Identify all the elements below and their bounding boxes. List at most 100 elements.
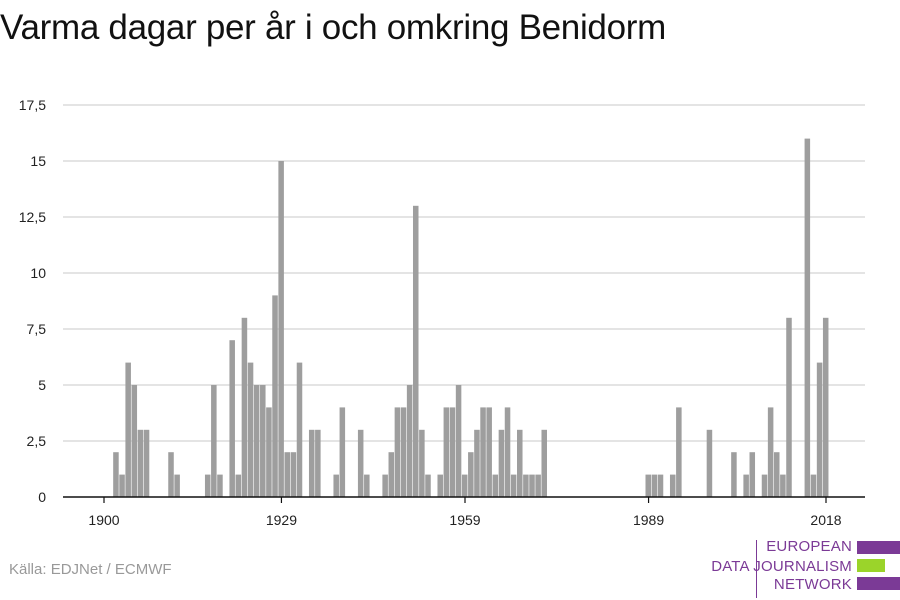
bar — [504, 407, 511, 497]
x-tick-label: 1989 — [633, 512, 664, 528]
bar — [412, 205, 419, 498]
bar — [529, 474, 535, 497]
bar — [786, 317, 792, 497]
bar — [364, 474, 370, 497]
logo-divider — [756, 540, 757, 598]
bar — [217, 474, 223, 497]
bar — [388, 452, 395, 497]
bar — [669, 474, 676, 497]
bar — [822, 317, 829, 497]
logo-bar-purple-top — [857, 541, 900, 554]
bar — [131, 385, 138, 497]
bar — [229, 340, 235, 497]
bar — [278, 161, 284, 497]
bar — [443, 407, 450, 497]
bar — [761, 474, 768, 497]
bar — [486, 407, 492, 497]
x-tick-label: 1900 — [88, 512, 119, 528]
bar — [816, 362, 823, 497]
bar — [468, 452, 474, 497]
bar — [266, 407, 272, 497]
bar — [394, 407, 401, 497]
y-tick-label: 17,5 — [19, 97, 46, 113]
bar — [492, 474, 499, 497]
bar — [461, 474, 468, 497]
bar — [743, 474, 749, 497]
bar — [419, 429, 425, 497]
bar — [480, 407, 486, 497]
axes: 0 2,5 5 7,5 10 12,5 15 17,5 1900 1929 1959 1989 2018 — [19, 97, 865, 528]
x-tick-label: 1959 — [449, 512, 480, 528]
logo-bar-purple-bottom — [857, 577, 900, 590]
bar — [455, 385, 462, 497]
chart-title: Varma dagar per år i och omkring Benidor… — [0, 8, 666, 47]
bar — [168, 452, 174, 497]
bar — [382, 474, 388, 497]
bar — [651, 474, 658, 497]
bar — [773, 452, 780, 497]
bar — [517, 429, 523, 497]
bar — [767, 407, 774, 497]
bar — [315, 429, 321, 497]
bar — [449, 407, 456, 497]
bar — [113, 452, 119, 497]
source-label: Källa: EDJNet / ECMWF — [9, 561, 172, 578]
x-tick-label: 2018 — [810, 512, 841, 528]
bar — [804, 138, 811, 497]
logo-line-3: NETWORK — [773, 576, 852, 593]
bar — [510, 474, 517, 497]
bar — [749, 452, 756, 497]
edjnet-logo[interactable]: EUROPEAN DATA JOURNALISM NETWORK — [700, 538, 900, 598]
logo-line-1: EUROPEAN — [766, 538, 852, 555]
bar — [437, 474, 443, 497]
bar — [253, 385, 260, 497]
bar — [241, 317, 248, 497]
bar — [290, 452, 297, 497]
bar — [125, 362, 131, 497]
bar — [810, 474, 817, 497]
bar — [174, 474, 180, 497]
bar — [211, 385, 217, 497]
bar — [474, 429, 480, 497]
bar — [400, 407, 407, 497]
y-tick-label: 0 — [38, 489, 46, 505]
bars — [113, 138, 829, 498]
bar — [780, 474, 786, 497]
bar — [296, 362, 303, 497]
bar — [406, 385, 413, 497]
bar — [333, 474, 339, 497]
bar — [425, 474, 431, 497]
bar — [498, 429, 505, 497]
bar — [676, 407, 682, 497]
y-tick-label: 12,5 — [19, 209, 46, 225]
y-tick-label: 10 — [30, 265, 46, 281]
bar — [535, 474, 541, 497]
bar — [706, 429, 713, 497]
logo-bar-green — [857, 559, 885, 572]
bar — [284, 452, 291, 497]
bar — [657, 474, 664, 497]
bar — [339, 407, 346, 497]
bar — [523, 474, 529, 497]
bar — [137, 429, 144, 497]
y-tick-label: 5 — [38, 377, 46, 393]
grid-lines — [63, 104, 865, 442]
y-tick-label: 15 — [30, 153, 46, 169]
bar — [272, 295, 278, 497]
bar — [645, 474, 652, 497]
bar — [541, 429, 548, 497]
bar — [247, 362, 254, 497]
bar — [235, 474, 242, 497]
bar — [731, 452, 737, 497]
bar — [260, 385, 266, 497]
y-tick-label: 7,5 — [27, 321, 47, 337]
logo-line-2: DATA JOURNALISM — [711, 558, 852, 575]
bar — [119, 474, 125, 497]
y-tick-label: 2,5 — [27, 433, 47, 449]
bar — [357, 429, 364, 497]
bar — [143, 429, 150, 497]
bar — [204, 474, 211, 497]
x-tick-label: 1929 — [266, 512, 297, 528]
bar — [308, 429, 315, 497]
